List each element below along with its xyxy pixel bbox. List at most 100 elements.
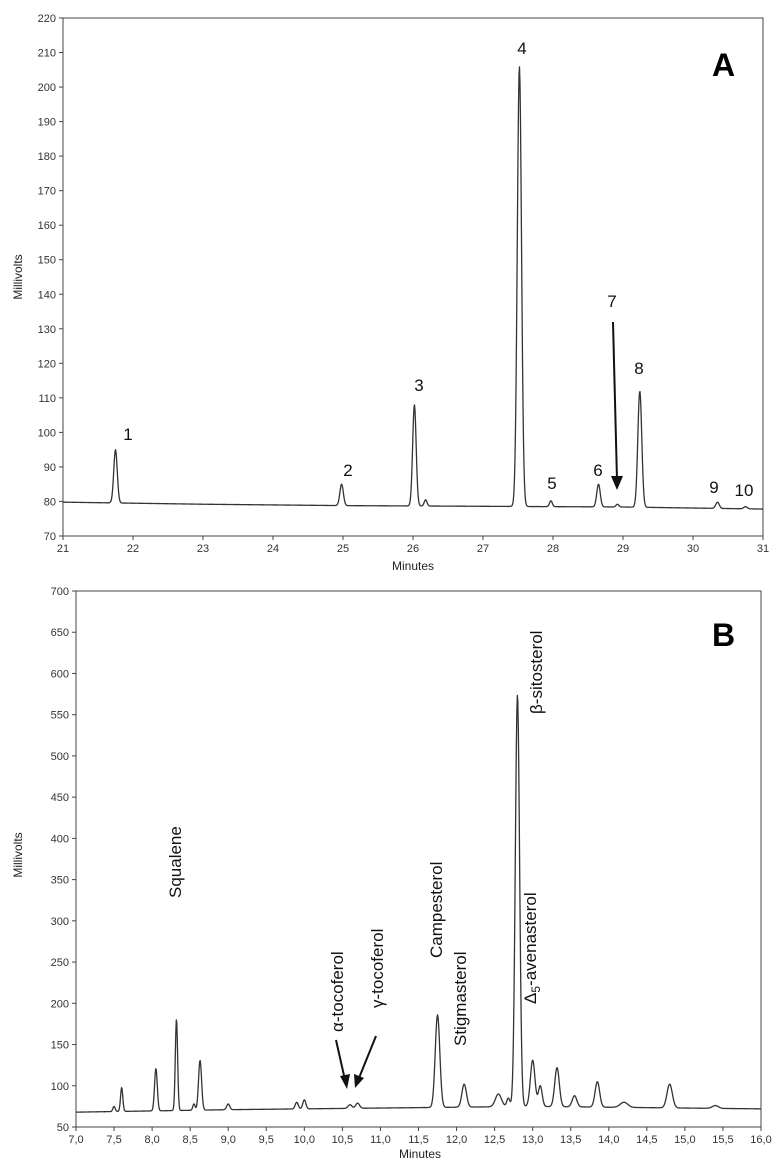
panel-b-y-axis-title: Millivolts	[11, 832, 25, 877]
panel-b-y-tick-label: 650	[51, 627, 69, 639]
panel-b-y-tick-label: 600	[51, 668, 69, 680]
panel-a-y-axis: 70 80 90 100 110 120 130 140 150 160 170 180 190 200 2…	[38, 13, 63, 543]
peak-label-beta-sitosterol: β-sitosterol	[527, 631, 546, 714]
panel-a-y-tick-label: 80	[44, 496, 56, 508]
peak-label-4: 4	[517, 39, 526, 58]
peak-label-campesterol: Campesterol	[427, 862, 446, 958]
panel-b-x-tick-label: 13,0	[522, 1134, 543, 1146]
panel-a-x-axis-title: Minutes	[392, 559, 434, 573]
panel-b-x-tick-label: 15,5	[712, 1134, 733, 1146]
panel-a-plot-frame	[62, 17, 764, 537]
panel-a-x-tick-label: 31	[757, 543, 769, 555]
panel-b-x-tick-label: 10,5	[332, 1134, 353, 1146]
panel-b-x-tick-label: 15,0	[674, 1134, 695, 1146]
panel-a-x-tick-label: 29	[617, 543, 629, 555]
alpha-tocoferol-arrowhead	[340, 1074, 350, 1089]
panel-b-y-tick-label: 700	[51, 586, 69, 598]
panel-b-y-tick-label: 450	[51, 792, 69, 804]
peak-label-stigmasterol: Stigmasterol	[451, 952, 470, 1046]
panel-b-y-tick-label: 100	[51, 1081, 69, 1093]
gamma-tocoferol-arrowhead	[354, 1074, 364, 1088]
panel-a-y-tick-label: 140	[38, 289, 56, 301]
panel-a-y-tick-label: 220	[38, 13, 56, 25]
panel-a-x-tick-label: 22	[127, 543, 139, 555]
panel-b-x-tick-label: 13,5	[560, 1134, 581, 1146]
panel-a-y-tick-label: 70	[44, 531, 56, 543]
peak-label-5: 5	[547, 474, 556, 493]
peak-label-8: 8	[634, 359, 643, 378]
panel-a-y-tick-label: 170	[38, 186, 56, 198]
gamma-tocoferol-arrow	[358, 1035, 377, 1079]
peak-label-7: 7	[607, 292, 616, 311]
peak-7-arrowhead	[611, 476, 623, 490]
panel-b-x-tick-label: 11,5	[408, 1134, 429, 1146]
alpha-tocoferol-arrow	[335, 1039, 346, 1081]
panel-a-x-tick-label: 25	[337, 543, 349, 555]
panel-b-x-tick-label: 7,5	[106, 1134, 121, 1146]
peak-label-9: 9	[709, 478, 718, 497]
panel-b-x-tick-label: 12,0	[446, 1134, 467, 1146]
panel-a-x-tick-label: 24	[267, 543, 279, 555]
panel-a-y-tick-label: 210	[38, 48, 56, 60]
panel-a-y-tick-label: 180	[38, 151, 56, 163]
peak-label-delta5-avenasterol: Δ5-avenasterol	[521, 892, 543, 1004]
panel-b-y-tick-label: 250	[51, 957, 69, 969]
panel-b-x-tick-label: 9,5	[259, 1134, 274, 1146]
peak-label-gamma-tocoferol: γ-tocoferol	[368, 929, 387, 1008]
panel-b-y-tick-label: 400	[51, 833, 69, 845]
peak-label-1: 1	[123, 425, 132, 444]
panel-a-x-axis: 21 22 23 24 25 26 27 28 29 30 31	[57, 536, 769, 555]
peak-label-3: 3	[414, 376, 423, 395]
panel-b-chromatogram-trace	[75, 694, 762, 1113]
chart-panel-b: 7,0 7,5 8,0 8,5 9,0 9,5 10,0 10,5 11,0 11,5 12,0 12…	[11, 586, 772, 1161]
panel-b-y-tick-label: 300	[51, 916, 69, 928]
panel-b-x-tick-label: 7,0	[68, 1134, 83, 1146]
panel-b-x-tick-label: 8,0	[144, 1134, 159, 1146]
panel-a-letter: A	[712, 47, 735, 83]
chart-panel-a: 21 22 23 24 25 26 27 28 29 30 31 70809010011012013…	[11, 13, 769, 573]
panel-a-peak-labels: 1 2 3 4 5 6 7 8 9 10	[123, 39, 753, 500]
panel-a-x-tick-label: 28	[547, 543, 559, 555]
panel-a-y-tick-label: 90	[44, 462, 56, 474]
panel-b-x-tick-label: 12,5	[484, 1134, 505, 1146]
panel-b-y-tick-label: 150	[51, 1040, 69, 1052]
peak-label-6: 6	[593, 461, 602, 480]
panel-b-x-tick-label: 9,0	[221, 1134, 236, 1146]
panel-a-x-tick-label: 23	[197, 543, 209, 555]
panel-b-x-tick-label: 10,0	[294, 1134, 315, 1146]
panel-a-x-tick-label: 26	[407, 543, 419, 555]
panel-b-letter: B	[712, 617, 735, 653]
panel-b-x-axis: 7,0 7,5 8,0 8,5 9,0 9,5 10,0 10,5 11,0 11,5 12,0 12…	[68, 1127, 772, 1146]
peak-label-2: 2	[343, 461, 352, 480]
panel-b-peak-labels: Squalene α-tocoferol γ-tocoferol Campest…	[166, 631, 546, 1089]
peak-label-10: 10	[735, 481, 754, 500]
panel-a-y-axis-title: Millivolts	[11, 254, 25, 299]
panel-a-y-tick-label: 160	[38, 220, 56, 232]
panel-b-y-tick-label: 500	[51, 751, 69, 763]
panel-b-x-tick-label: 14,5	[636, 1134, 657, 1146]
panel-b-y-axis: 50 100 150 200 250 300 350 400 450 500 550 600 650 70…	[51, 586, 76, 1134]
panel-a-y-tick-label: 120	[38, 358, 56, 370]
panel-a-y-tick-label: 200	[38, 82, 56, 94]
panel-a-x-tick-label: 27	[477, 543, 489, 555]
panel-a-y-tick-label: 100	[38, 427, 56, 439]
peak-7-arrow	[612, 321, 618, 481]
peak-label-alpha-tocoferol: α-tocoferol	[328, 951, 347, 1032]
panel-a-x-tick-label: 21	[57, 543, 69, 555]
panel-a-y-tick-label: 110	[38, 393, 56, 405]
panel-b-x-tick-label: 11,0	[370, 1134, 391, 1146]
panel-a-chromatogram-trace	[62, 66, 764, 510]
panel-b-x-tick-label: 16,0	[750, 1134, 771, 1146]
panel-a-x-tick-label: 30	[687, 543, 699, 555]
panel-a-y-tick-label: 190	[38, 117, 56, 129]
panel-b-y-tick-label: 200	[51, 998, 69, 1010]
panel-a-y-tick-label: 130	[38, 324, 56, 336]
panel-b-x-tick-label: 8,5	[183, 1134, 198, 1146]
peak-label-squalene: Squalene	[166, 826, 185, 898]
panel-b-y-tick-label: 50	[57, 1122, 69, 1134]
panel-b-y-tick-label: 350	[51, 875, 69, 887]
panel-a-y-tick-label: 150	[38, 255, 56, 267]
panel-b-y-tick-label: 550	[51, 710, 69, 722]
panel-b-x-axis-title: Minutes	[399, 1147, 441, 1161]
